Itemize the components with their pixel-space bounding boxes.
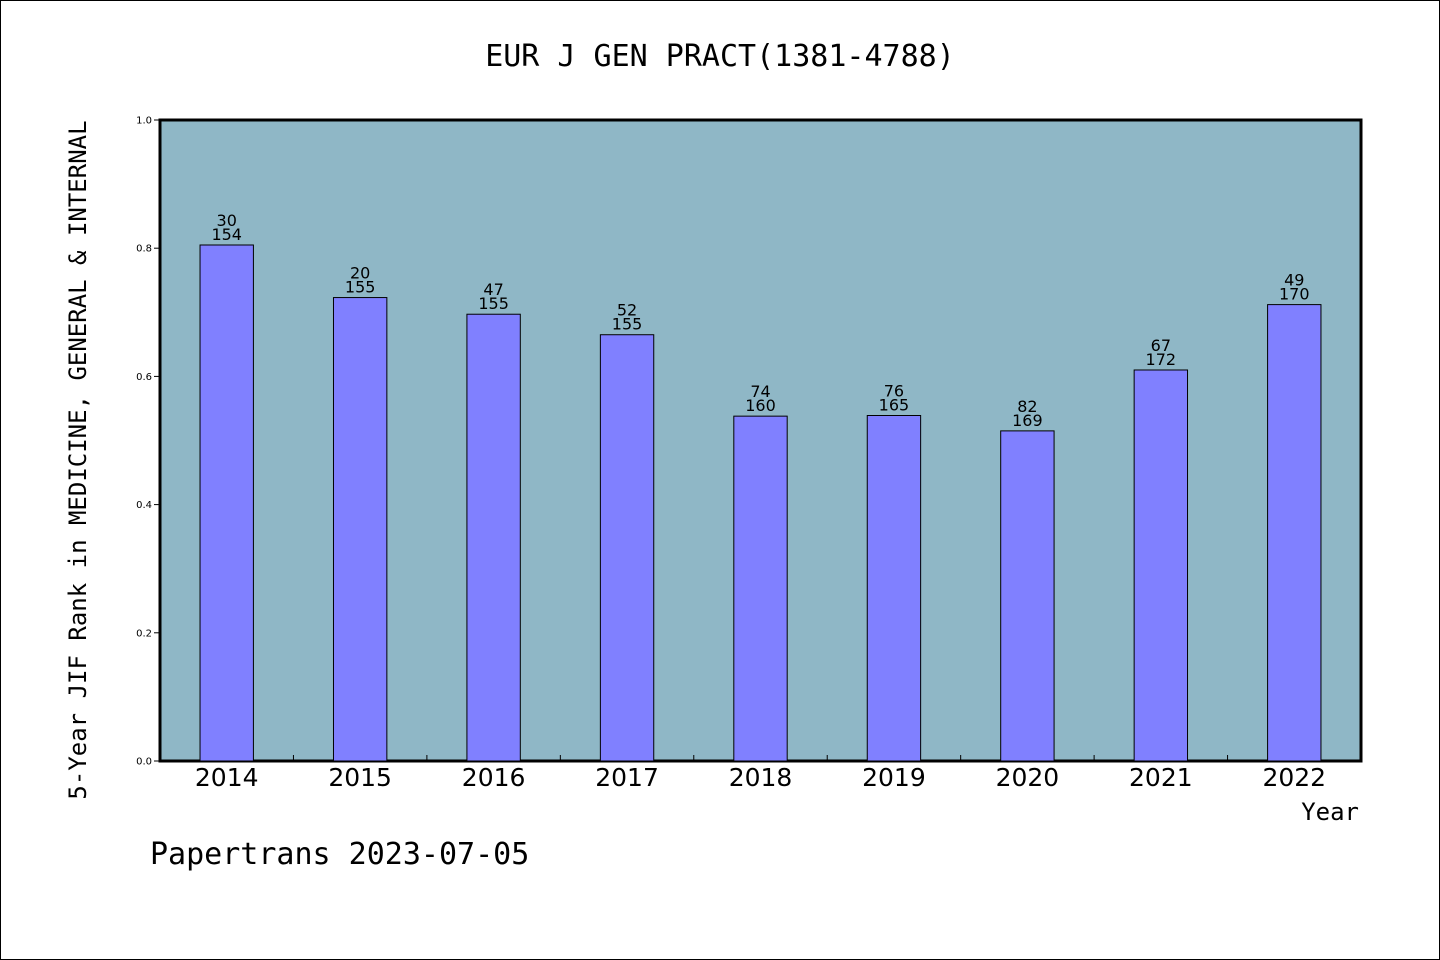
bar-total-label: 170 <box>1279 285 1310 304</box>
y-tick-label: 0.4 <box>136 500 152 511</box>
bar-rank-label: 47 <box>483 280 503 299</box>
bar-2022 <box>1267 304 1322 762</box>
footer-text: Papertrans 2023-07-05 <box>150 837 529 872</box>
y-tick-label: 0.2 <box>136 628 152 639</box>
bar-total-label: 172 <box>1146 350 1177 369</box>
bar-total-label: 160 <box>745 396 776 415</box>
bar-rank-label: 20 <box>350 264 370 283</box>
bar-2018 <box>733 415 788 762</box>
x-tick-label: 2019 <box>862 763 926 792</box>
x-tick-label: 2016 <box>462 763 526 792</box>
x-tick-label: 2022 <box>1262 763 1326 792</box>
x-tick-label: 2017 <box>595 763 659 792</box>
x-tick-label: 2018 <box>729 763 793 792</box>
x-tick-label: 2020 <box>996 763 1060 792</box>
bar-total-label: 155 <box>345 278 376 297</box>
bar-2016 <box>466 313 521 762</box>
bar-rank-label: 67 <box>1151 336 1171 355</box>
x-tick-label: 2021 <box>1129 763 1193 792</box>
bar-2014 <box>199 244 254 762</box>
y-tick-label: 0.6 <box>136 372 152 383</box>
bar-rank-label: 74 <box>750 382 770 401</box>
y-axis: 0.0 0.2 0.4 0.6 0.8 1.0 <box>136 116 160 768</box>
bar-total-label: 155 <box>478 294 509 313</box>
bar-2020 <box>1000 430 1055 762</box>
bar-rank-label: 49 <box>1284 271 1304 290</box>
bar-total-label: 155 <box>612 315 643 334</box>
bar-total-label: 154 <box>211 225 242 244</box>
bar-2017 <box>599 334 655 762</box>
bar-rank-label: 82 <box>1017 397 1037 416</box>
x-tick-label: 2015 <box>328 763 392 792</box>
bar-rank-label: 52 <box>617 301 637 320</box>
y-tick-label: 1.0 <box>136 116 152 127</box>
y-tick-label: 0.8 <box>136 244 152 255</box>
y-tick-label: 0.0 <box>136 757 152 768</box>
x-tick-label: 2014 <box>195 763 259 792</box>
chart-title: EUR J GEN PRACT(1381-4788) <box>485 39 955 74</box>
bar-rank-label: 30 <box>217 211 237 230</box>
bar-rank-label: 76 <box>884 382 904 401</box>
x-axis-label: Year <box>1301 798 1359 826</box>
bar-2015 <box>332 297 388 762</box>
bar-total-label: 169 <box>1012 411 1043 430</box>
bar-2019 <box>866 415 922 762</box>
bar-2021 <box>1133 369 1189 762</box>
x-axis: 2014 2015 2016 2017 2018 2019 2020 2021 2022 <box>195 755 1326 792</box>
bar-total-label: 165 <box>879 396 910 415</box>
y-axis-label: 5-Year JIF Rank in MEDICINE, GENERAL & I… <box>64 120 92 799</box>
